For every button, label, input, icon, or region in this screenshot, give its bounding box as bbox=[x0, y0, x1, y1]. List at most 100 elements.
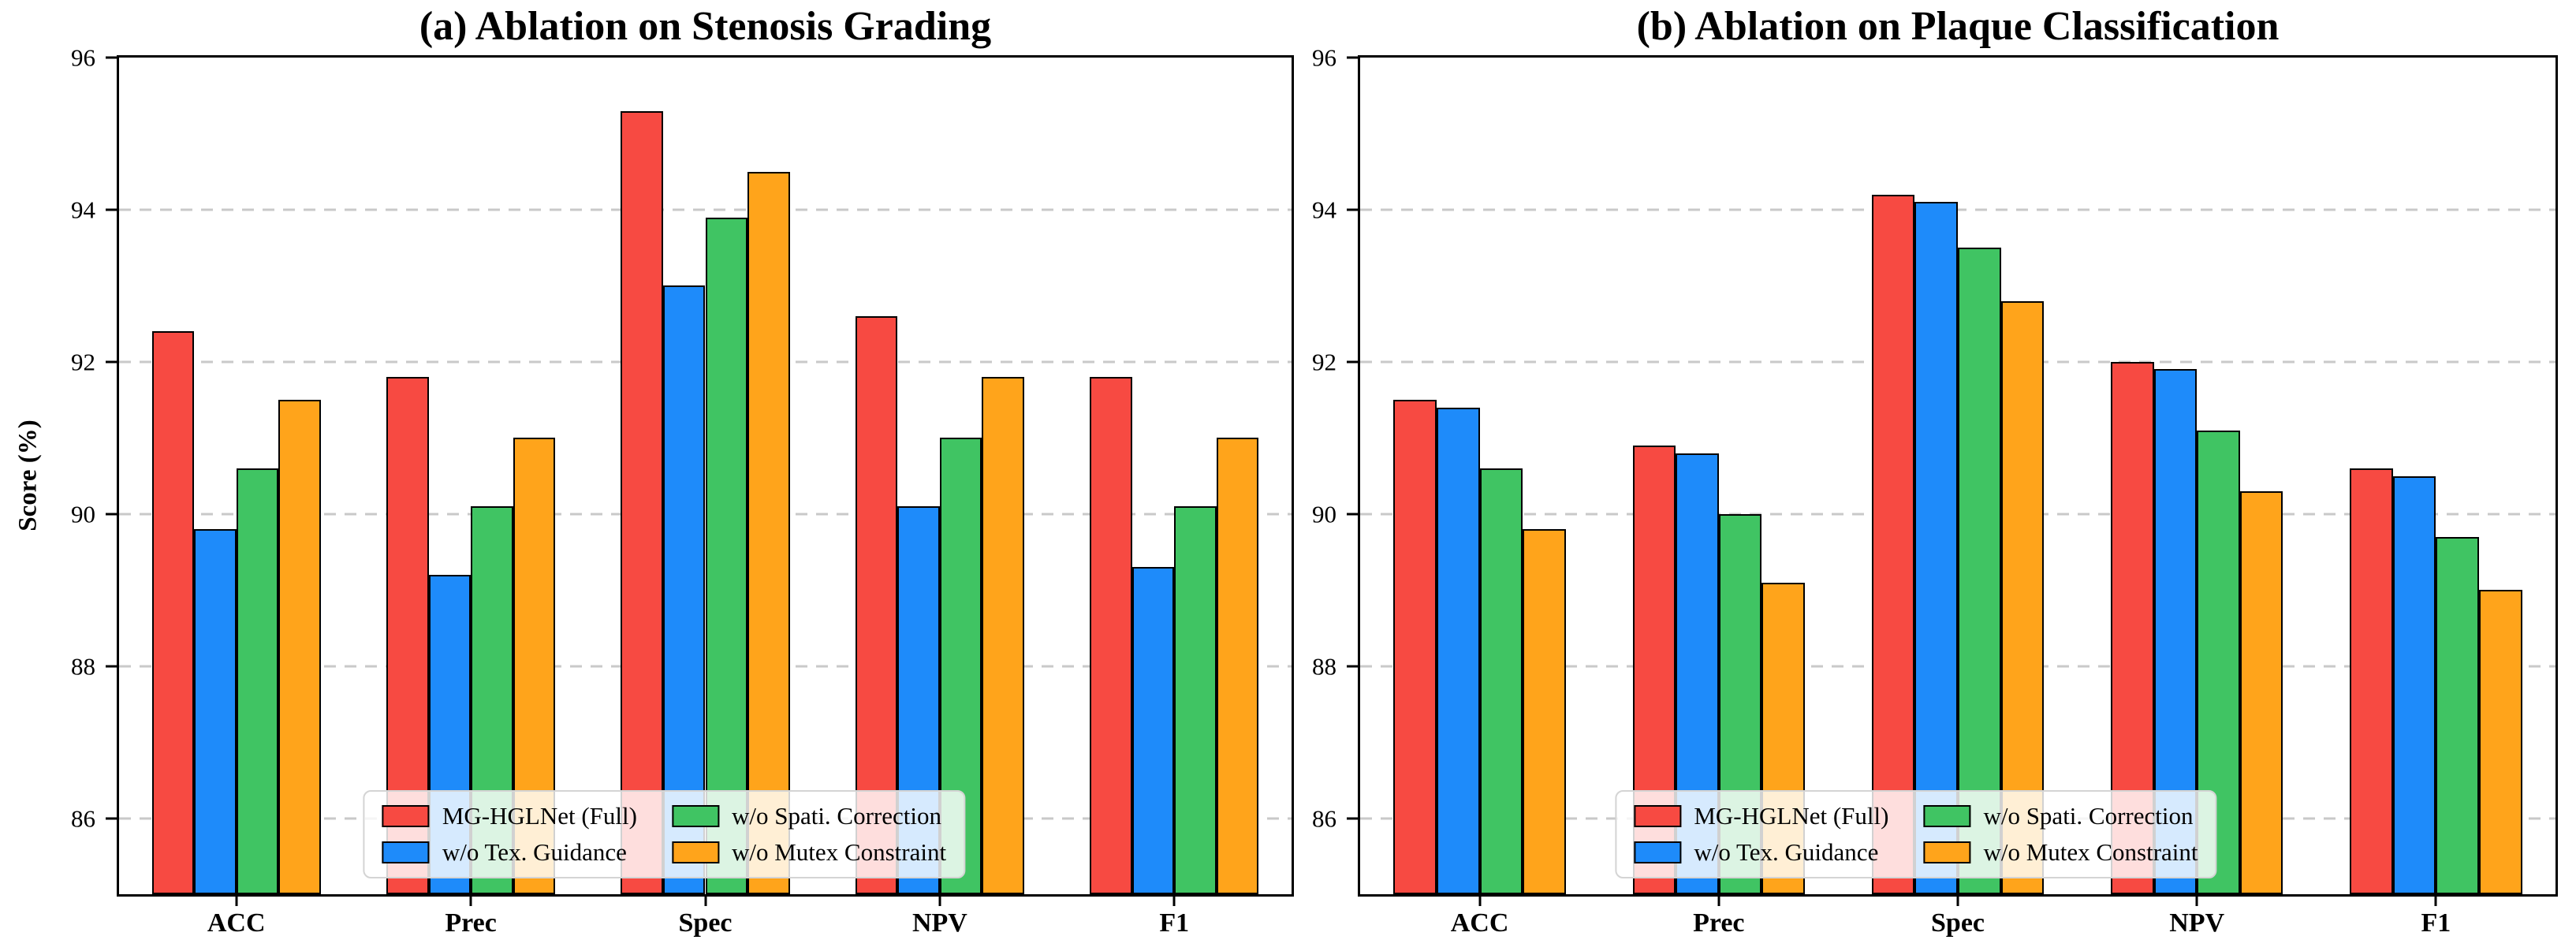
bar-acc-mg-hglnet-full bbox=[1393, 400, 1437, 894]
bar-spec-w-o-spati-correction bbox=[705, 217, 748, 894]
legend-label-mg-hglnet-full: MG-HGLNet (Full) bbox=[442, 802, 637, 830]
x-tick-label-acc: ACC bbox=[1450, 908, 1509, 938]
legend-swatch-w-o-tex-guidance bbox=[382, 841, 430, 863]
x-tick-label-spec: Spec bbox=[1931, 908, 1985, 938]
chart-b-title: (b) Ablation on Plaque Classification bbox=[1636, 4, 2280, 49]
y-tick-label-90: 90 bbox=[1312, 500, 1336, 528]
legend-label-w-o-spati-correction: w/o Spati. Correction bbox=[731, 802, 941, 830]
legend-label-w-o-tex-guidance: w/o Tex. Guidance bbox=[442, 838, 627, 866]
x-tick-mark-acc bbox=[1478, 897, 1482, 906]
legend-swatch-mg-hglnet-full bbox=[382, 805, 430, 827]
x-tick-mark-spec bbox=[704, 897, 706, 906]
bar-acc-w-o-tex-guidance bbox=[1437, 407, 1480, 894]
legend-item-w-o-spati-correction: w/o Spati. Correction bbox=[671, 802, 946, 830]
legend-swatch-w-o-spati-correction bbox=[671, 805, 719, 827]
legend: MG-HGLNet (Full) w/o Spati. Correction w/o… bbox=[363, 790, 966, 878]
x-tick-label-acc: ACC bbox=[207, 908, 266, 938]
y-tick-mark-86 bbox=[106, 817, 117, 820]
y-tick-label-86: 86 bbox=[1312, 804, 1336, 833]
legend-swatch-w-o-mutex-constraint bbox=[1923, 841, 1971, 863]
y-tick-label-88: 88 bbox=[71, 652, 95, 681]
legend-label-mg-hglnet-full: MG-HGLNet (Full) bbox=[1694, 802, 1889, 830]
bar-npv-w-o-mutex-constraint bbox=[2239, 490, 2283, 894]
bar-f1-mg-hglnet-full bbox=[2350, 468, 2393, 894]
y-tick-mark-94 bbox=[106, 208, 117, 211]
gridline-y-94 bbox=[1360, 208, 2555, 211]
x-tick-label-f1: F1 bbox=[2421, 908, 2451, 938]
y-tick-mark-94 bbox=[1347, 208, 1358, 211]
legend-swatch-w-o-spati-correction bbox=[1923, 805, 1971, 827]
bar-spec-w-o-tex-guidance bbox=[1914, 202, 1958, 894]
y-tick-mark-96 bbox=[1347, 56, 1358, 59]
y-tick-mark-96 bbox=[106, 56, 117, 59]
y-tick-mark-88 bbox=[106, 665, 117, 668]
bar-acc-w-o-mutex-constraint bbox=[1523, 529, 1566, 894]
legend-label-w-o-spati-correction: w/o Spati. Correction bbox=[1983, 802, 2194, 830]
x-tick-label-prec: Prec bbox=[445, 908, 497, 938]
legend: MG-HGLNet (Full) w/o Spati. Correction w/o… bbox=[1615, 790, 2217, 878]
bar-acc-w-o-mutex-constraint bbox=[278, 400, 321, 894]
legend-label-w-o-mutex-constraint: w/o Mutex Constraint bbox=[1983, 838, 2198, 866]
bar-f1-mg-hglnet-full bbox=[1090, 377, 1132, 894]
x-tick-mark-npv bbox=[938, 897, 941, 906]
bar-spec-mg-hglnet-full bbox=[621, 110, 663, 894]
y-tick-mark-92 bbox=[106, 360, 117, 364]
y-tick-label-96: 96 bbox=[71, 43, 95, 72]
x-tick-mark-prec bbox=[469, 897, 472, 906]
bar-f1-w-o-spati-correction bbox=[1174, 506, 1217, 894]
bar-spec-w-o-mutex-constraint bbox=[747, 171, 790, 894]
gridline-y-94 bbox=[119, 208, 1292, 211]
y-tick-label-92: 92 bbox=[71, 348, 95, 376]
x-tick-mark-f1 bbox=[1172, 897, 1176, 906]
legend-item-w-o-spati-correction: w/o Spati. Correction bbox=[1923, 803, 2198, 830]
x-tick-mark-spec bbox=[1956, 897, 1959, 906]
legend-item-w-o-tex-guidance: w/o Tex. Guidance bbox=[382, 839, 637, 866]
bar-acc-w-o-spati-correction bbox=[236, 468, 279, 894]
bar-acc-w-o-tex-guidance bbox=[194, 529, 237, 894]
y-tick-label-90: 90 bbox=[71, 500, 95, 528]
x-tick-label-npv: NPV bbox=[911, 908, 967, 938]
bar-f1-w-o-tex-guidance bbox=[2392, 476, 2436, 894]
x-tick-mark-f1 bbox=[2434, 897, 2437, 906]
y-tick-mark-86 bbox=[1347, 817, 1358, 820]
bar-f1-w-o-spati-correction bbox=[2436, 536, 2479, 894]
legend-item-w-o-tex-guidance: w/o Tex. Guidance bbox=[1634, 839, 1888, 866]
y-tick-label-92: 92 bbox=[1312, 348, 1336, 376]
legend-item-mg-hglnet-full: MG-HGLNet (Full) bbox=[382, 803, 637, 830]
y-tick-mark-90 bbox=[106, 513, 117, 516]
x-tick-label-f1: F1 bbox=[1159, 908, 1190, 938]
legend-item-mg-hglnet-full: MG-HGLNet (Full) bbox=[1634, 803, 1888, 830]
y-tick-mark-88 bbox=[1347, 665, 1358, 668]
x-tick-mark-prec bbox=[1717, 897, 1720, 906]
y-tick-label-94: 94 bbox=[71, 196, 95, 224]
x-tick-label-npv: NPV bbox=[2169, 908, 2225, 938]
x-tick-mark-acc bbox=[235, 897, 238, 906]
bar-f1-w-o-mutex-constraint bbox=[2478, 590, 2522, 894]
bar-f1-w-o-mutex-constraint bbox=[1216, 438, 1259, 894]
y-tick-label-88: 88 bbox=[1312, 652, 1336, 681]
bar-acc-w-o-spati-correction bbox=[1479, 468, 1523, 894]
y-tick-label-96: 96 bbox=[1312, 43, 1336, 72]
chart-a-title: (a) Ablation on Stenosis Grading bbox=[419, 4, 992, 49]
bar-spec-mg-hglnet-full bbox=[1871, 194, 1915, 894]
x-tick-label-spec: Spec bbox=[678, 908, 733, 938]
chart-b-plot-area: 86 88 90 92 94 96 ACC Prec Spec NPV F1 MG-HGLNet (F… bbox=[1312, 46, 2558, 937]
bar-npv-w-o-mutex-constraint bbox=[982, 377, 1024, 894]
y-tick-mark-92 bbox=[1347, 360, 1358, 364]
legend-item-w-o-mutex-constraint: w/o Mutex Constraint bbox=[671, 838, 947, 866]
x-tick-label-prec: Prec bbox=[1693, 908, 1745, 938]
legend-swatch-w-o-tex-guidance bbox=[1634, 841, 1682, 863]
legend-item-w-o-mutex-constraint: w/o Mutex Constraint bbox=[1923, 839, 2198, 866]
legend-label-w-o-mutex-constraint: w/o Mutex Constraint bbox=[731, 838, 947, 866]
y-tick-label-86: 86 bbox=[71, 804, 95, 833]
legend-swatch-w-o-mutex-constraint bbox=[671, 841, 719, 863]
bar-acc-mg-hglnet-full bbox=[151, 331, 195, 894]
y-tick-mark-90 bbox=[1347, 513, 1358, 516]
chart-a-plot-area: 86 88 90 92 94 96 ACC Prec Spec NPV F1 MG-HGLNet (F… bbox=[71, 46, 1294, 937]
bar-spec-w-o-spati-correction bbox=[1958, 248, 2001, 894]
legend-label-w-o-tex-guidance: w/o Tex. Guidance bbox=[1694, 838, 1879, 866]
bar-f1-w-o-tex-guidance bbox=[1131, 567, 1175, 894]
legend-swatch-mg-hglnet-full bbox=[1634, 805, 1682, 827]
y-tick-label-94: 94 bbox=[1312, 196, 1336, 224]
